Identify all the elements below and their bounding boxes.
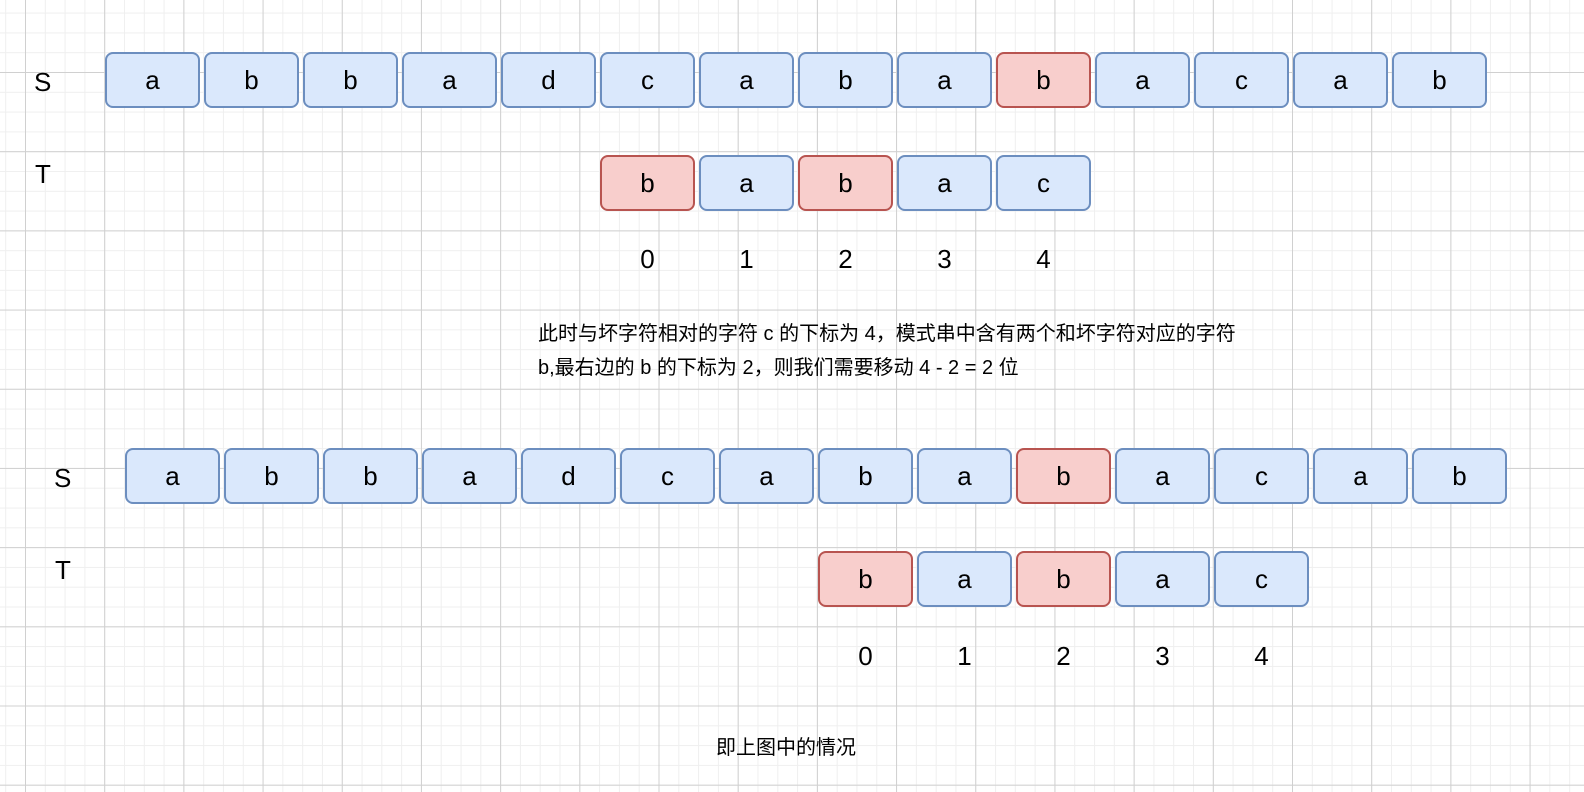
char-cell: a [897, 52, 992, 108]
char-cell-bad: b [1016, 448, 1111, 504]
char-cell-bad: b [818, 551, 913, 607]
char-cell: a [699, 52, 794, 108]
char-cell: a [897, 155, 992, 211]
char-cell: a [422, 448, 517, 504]
caption: 即上图中的情况 [716, 737, 856, 759]
char-cell: c [1194, 52, 1289, 108]
char-cell: c [620, 448, 715, 504]
char-cell: a [105, 52, 200, 108]
index-label: 2 [1056, 641, 1071, 671]
top-t-label: T [35, 159, 51, 189]
index-label: 2 [838, 244, 853, 274]
char-cell: a [699, 155, 794, 211]
top-s-label: S [34, 67, 52, 97]
char-cell: c [996, 155, 1091, 211]
char-cell: a [719, 448, 814, 504]
char-cell: b [818, 448, 913, 504]
char-cell: b [798, 52, 893, 108]
char-cell: c [1214, 551, 1309, 607]
char-cell: d [501, 52, 596, 108]
char-cell: d [521, 448, 616, 504]
char-cell: b [1392, 52, 1487, 108]
char-cell: a [1115, 551, 1210, 607]
char-cell: a [1293, 52, 1388, 108]
index-label: 3 [1155, 641, 1170, 671]
char-cell: a [125, 448, 220, 504]
char-cell: a [402, 52, 497, 108]
char-cell: c [1214, 448, 1309, 504]
char-cell-bad: b [600, 155, 695, 211]
bottom-indices: 0 1 2 3 4 [816, 641, 1311, 672]
char-cell-bad: b [996, 52, 1091, 108]
index-label: 0 [858, 641, 873, 671]
char-cell: a [917, 448, 1012, 504]
char-cell: b [224, 448, 319, 504]
char-cell: b [323, 448, 418, 504]
index-label: 4 [1036, 244, 1051, 274]
char-cell: b [303, 52, 398, 108]
char-cell: c [600, 52, 695, 108]
explanation-line-1: 此时与坏字符相对的字符 c 的下标为 4，模式串中含有两个和坏字符对应的字符 [538, 323, 1236, 345]
index-label: 1 [739, 244, 754, 274]
char-cell-bad: b [798, 155, 893, 211]
char-cell: a [917, 551, 1012, 607]
char-cell: a [1115, 448, 1210, 504]
index-label: 4 [1254, 641, 1269, 671]
bottom-s-label: S [54, 463, 72, 493]
bottom-t-label: T [55, 555, 71, 585]
char-cell-bad: b [1016, 551, 1111, 607]
index-label: 0 [640, 244, 655, 274]
top-indices: 0 1 2 3 4 [598, 244, 1093, 275]
char-cell: b [1412, 448, 1507, 504]
char-cell: b [204, 52, 299, 108]
char-cell: a [1095, 52, 1190, 108]
explanation-line-2: b,最右边的 b 的下标为 2，则我们需要移动 4 - 2 = 2 位 [538, 357, 1019, 379]
index-label: 1 [957, 641, 972, 671]
char-cell: a [1313, 448, 1408, 504]
index-label: 3 [937, 244, 952, 274]
